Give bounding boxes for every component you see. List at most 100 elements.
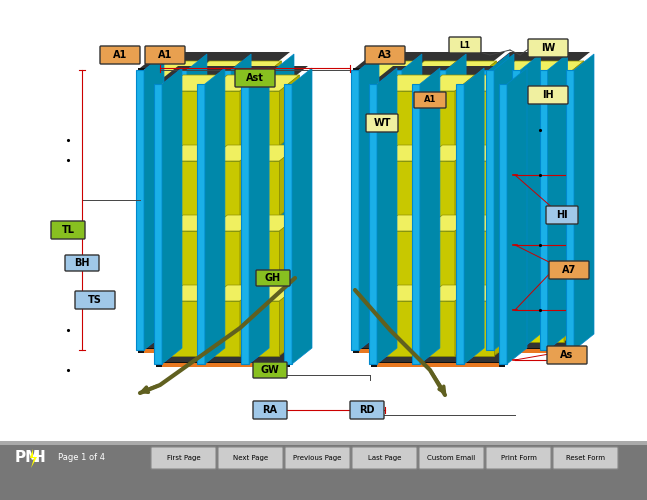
FancyBboxPatch shape <box>151 447 216 469</box>
Polygon shape <box>544 61 584 77</box>
Bar <box>495 77 518 132</box>
Bar <box>520 287 540 342</box>
Bar <box>444 147 476 202</box>
Bar <box>404 217 437 272</box>
Bar <box>378 161 414 216</box>
Text: Reset Form: Reset Form <box>566 455 605 461</box>
Bar <box>359 139 481 143</box>
Bar <box>544 77 564 132</box>
Bar <box>494 349 566 353</box>
Polygon shape <box>414 145 434 216</box>
Bar <box>404 77 437 132</box>
Polygon shape <box>520 271 560 287</box>
Bar <box>369 84 377 364</box>
Polygon shape <box>208 75 260 91</box>
Polygon shape <box>240 145 260 216</box>
Polygon shape <box>190 201 242 217</box>
Polygon shape <box>455 75 475 146</box>
Polygon shape <box>199 215 219 286</box>
Bar <box>247 161 280 216</box>
Polygon shape <box>444 131 496 147</box>
Polygon shape <box>490 52 590 68</box>
Bar <box>360 77 397 132</box>
Bar <box>156 152 290 157</box>
Polygon shape <box>404 271 457 287</box>
Text: Last Page: Last Page <box>367 455 401 461</box>
Bar <box>462 91 494 146</box>
Polygon shape <box>247 145 300 161</box>
Polygon shape <box>476 271 496 342</box>
Polygon shape <box>274 54 294 350</box>
Bar <box>208 161 240 216</box>
Bar <box>544 287 564 342</box>
Polygon shape <box>437 131 457 202</box>
FancyBboxPatch shape <box>253 401 287 419</box>
Bar <box>136 70 144 350</box>
Text: Ast: Ast <box>246 73 264 83</box>
Polygon shape <box>145 271 201 287</box>
FancyBboxPatch shape <box>553 447 618 469</box>
Polygon shape <box>489 54 509 350</box>
Polygon shape <box>490 192 590 208</box>
FancyBboxPatch shape <box>235 69 275 87</box>
FancyBboxPatch shape <box>350 401 384 419</box>
Bar <box>162 153 284 157</box>
Polygon shape <box>564 61 584 132</box>
Polygon shape <box>158 276 308 292</box>
FancyBboxPatch shape <box>51 221 85 239</box>
Bar <box>145 77 181 132</box>
Bar <box>566 70 574 350</box>
Polygon shape <box>187 54 207 350</box>
Bar <box>360 147 397 202</box>
Polygon shape <box>518 61 538 132</box>
Polygon shape <box>222 131 242 202</box>
Polygon shape <box>190 61 242 77</box>
Polygon shape <box>158 66 308 82</box>
Bar <box>444 77 476 132</box>
FancyBboxPatch shape <box>65 255 99 271</box>
Polygon shape <box>247 215 300 231</box>
Polygon shape <box>199 145 219 216</box>
Bar <box>144 349 266 353</box>
Bar <box>444 287 476 342</box>
Bar <box>162 363 284 367</box>
Polygon shape <box>544 131 584 147</box>
Polygon shape <box>247 75 300 91</box>
Bar <box>378 231 414 285</box>
Bar <box>162 223 284 227</box>
Bar <box>394 70 402 350</box>
Polygon shape <box>378 285 434 301</box>
Bar <box>156 82 290 87</box>
Polygon shape <box>144 54 164 350</box>
Text: Next Page: Next Page <box>233 455 268 461</box>
Polygon shape <box>355 122 505 138</box>
Polygon shape <box>231 54 251 350</box>
Bar <box>377 363 499 367</box>
Bar <box>494 209 566 213</box>
Bar <box>138 68 272 73</box>
Polygon shape <box>280 145 300 216</box>
Bar <box>163 161 199 216</box>
Bar <box>377 83 499 87</box>
Polygon shape <box>163 285 219 301</box>
Bar <box>138 278 272 283</box>
Bar <box>481 70 489 350</box>
Bar <box>144 279 266 283</box>
Polygon shape <box>540 271 560 342</box>
Polygon shape <box>292 68 312 364</box>
Bar <box>544 217 564 272</box>
Polygon shape <box>494 285 514 356</box>
FancyBboxPatch shape <box>449 37 481 53</box>
Polygon shape <box>261 131 281 202</box>
Polygon shape <box>355 52 505 68</box>
Bar <box>359 69 481 73</box>
Bar <box>208 91 240 146</box>
Polygon shape <box>163 75 219 91</box>
Bar <box>138 138 272 143</box>
FancyBboxPatch shape <box>145 46 185 64</box>
Polygon shape <box>422 75 475 91</box>
Bar <box>520 77 540 132</box>
Polygon shape <box>140 52 290 68</box>
Polygon shape <box>145 131 201 147</box>
Polygon shape <box>494 145 514 216</box>
